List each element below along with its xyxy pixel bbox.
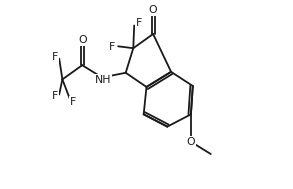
Text: O: O: [187, 137, 195, 147]
Text: O: O: [149, 5, 157, 15]
Text: NH: NH: [95, 75, 111, 85]
Text: F: F: [52, 91, 58, 101]
Text: O: O: [78, 35, 86, 45]
Text: F: F: [135, 18, 142, 28]
Text: F: F: [52, 52, 58, 62]
Text: F: F: [70, 97, 76, 107]
Text: F: F: [109, 42, 115, 52]
